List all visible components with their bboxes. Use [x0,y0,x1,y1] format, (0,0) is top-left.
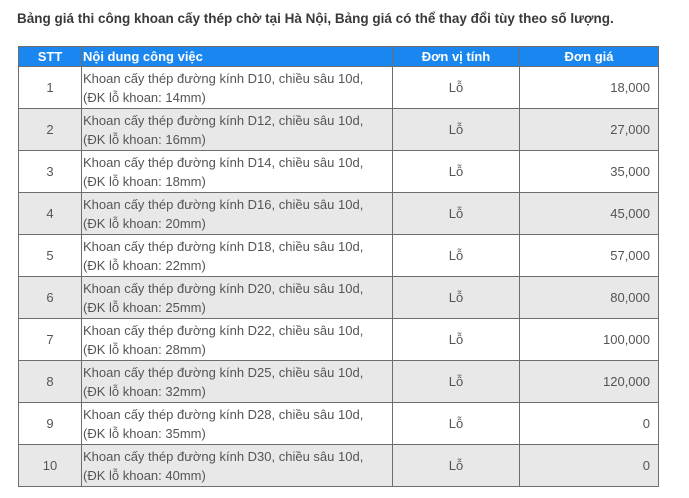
row-stt: 8 [18,360,82,403]
description-line: Khoan cấy thép đường kính D30, chiều sâu… [83,448,364,464]
description-line: Khoan cấy thép đường kính D10, chiều sâu… [83,70,364,86]
description-line: Khoan cấy thép đường kính D18, chiều sâu… [83,238,364,254]
row-description: Khoan cấy thép đường kính D22, chiều sâu… [81,318,393,361]
description-line: (ĐK lỗ khoan: 16mm) [83,131,206,147]
table-row: 8 Khoan cấy thép đường kính D25, chiều s… [18,360,659,403]
row-stt: 1 [18,66,82,109]
table-row: 2 Khoan cấy thép đường kính D12, chiều s… [18,108,659,151]
row-price: 0 [519,444,659,487]
row-description: Khoan cấy thép đường kính D18, chiều sâu… [81,234,393,277]
table-row: 10 Khoan cấy thép đường kính D30, chiều … [18,444,659,487]
header-stt: STT [18,46,82,67]
description-line: Khoan cấy thép đường kính D20, chiều sâu… [83,280,364,296]
row-description: Khoan cấy thép đường kính D30, chiều sâu… [81,444,393,487]
row-description: Khoan cấy thép đường kính D14, chiều sâu… [81,150,393,193]
price-list-heading: Bảng giá thi công khoan cấy thép chờ tại… [17,11,614,26]
table-row: 4 Khoan cấy thép đường kính D16, chiều s… [18,192,659,235]
description-line: Khoan cấy thép đường kính D16, chiều sâu… [83,196,364,212]
row-unit: Lỗ [392,444,520,487]
row-price: 80,000 [519,276,659,319]
row-price: 27,000 [519,108,659,151]
header-price: Đơn giá [519,46,659,67]
row-stt: 6 [18,276,82,319]
row-stt: 4 [18,192,82,235]
row-stt: 9 [18,402,82,445]
description-line: (ĐK lỗ khoan: 18mm) [83,173,206,189]
row-unit: Lỗ [392,402,520,445]
description-line: (ĐK lỗ khoan: 40mm) [83,467,206,483]
row-unit: Lỗ [392,66,520,109]
row-stt: 10 [18,444,82,487]
row-unit: Lỗ [392,360,520,403]
row-unit: Lỗ [392,108,520,151]
row-unit: Lỗ [392,276,520,319]
description-line: (ĐK lỗ khoan: 28mm) [83,341,206,357]
row-unit: Lỗ [392,192,520,235]
description-line: Khoan cấy thép đường kính D28, chiều sâu… [83,406,364,422]
row-stt: 7 [18,318,82,361]
price-table: STT Nội dung công việc Đơn vị tính Đơn g… [18,46,659,487]
table-row: 1 Khoan cấy thép đường kính D10, chiều s… [18,66,659,109]
description-line: (ĐK lỗ khoan: 22mm) [83,257,206,273]
description-line: Khoan cấy thép đường kính D25, chiều sâu… [83,364,364,380]
description-line: Khoan cấy thép đường kính D12, chiều sâu… [83,112,364,128]
row-price: 100,000 [519,318,659,361]
description-line: Khoan cấy thép đường kính D22, chiều sâu… [83,322,364,338]
table-row: 3 Khoan cấy thép đường kính D14, chiều s… [18,150,659,193]
description-line: (ĐK lỗ khoan: 14mm) [83,89,206,105]
row-price: 120,000 [519,360,659,403]
row-description: Khoan cấy thép đường kính D12, chiều sâu… [81,108,393,151]
description-line: (ĐK lỗ khoan: 32mm) [83,383,206,399]
row-description: Khoan cấy thép đường kính D10, chiều sâu… [81,66,393,109]
row-unit: Lỗ [392,150,520,193]
row-description: Khoan cấy thép đường kính D20, chiều sâu… [81,276,393,319]
row-price: 57,000 [519,234,659,277]
row-price: 0 [519,402,659,445]
description-line: (ĐK lỗ khoan: 35mm) [83,425,206,441]
row-price: 18,000 [519,66,659,109]
row-stt: 2 [18,108,82,151]
row-unit: Lỗ [392,318,520,361]
description-line: (ĐK lỗ khoan: 25mm) [83,299,206,315]
row-price: 35,000 [519,150,659,193]
description-line: (ĐK lỗ khoan: 20mm) [83,215,206,231]
header-unit: Đơn vị tính [392,46,520,67]
row-description: Khoan cấy thép đường kính D25, chiều sâu… [81,360,393,403]
table-header-row: STT Nội dung công việc Đơn vị tính Đơn g… [18,46,659,67]
row-unit: Lỗ [392,234,520,277]
row-description: Khoan cấy thép đường kính D16, chiều sâu… [81,192,393,235]
row-stt: 3 [18,150,82,193]
table-row: 7 Khoan cấy thép đường kính D22, chiều s… [18,318,659,361]
table-row: 9 Khoan cấy thép đường kính D28, chiều s… [18,402,659,445]
row-description: Khoan cấy thép đường kính D28, chiều sâu… [81,402,393,445]
table-row: 6 Khoan cấy thép đường kính D20, chiều s… [18,276,659,319]
table-row: 5 Khoan cấy thép đường kính D18, chiều s… [18,234,659,277]
row-stt: 5 [18,234,82,277]
header-description: Nội dung công việc [81,46,393,67]
description-line: Khoan cấy thép đường kính D14, chiều sâu… [83,154,364,170]
row-price: 45,000 [519,192,659,235]
